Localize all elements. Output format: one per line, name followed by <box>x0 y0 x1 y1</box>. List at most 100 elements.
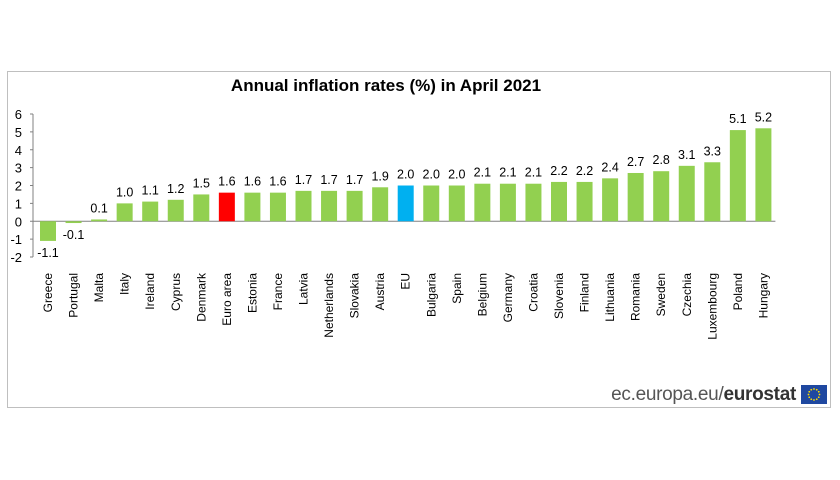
data-label: 1.2 <box>167 182 184 196</box>
flag-star <box>817 396 820 399</box>
bar-portugal <box>65 221 82 224</box>
data-label: 3.1 <box>678 148 695 162</box>
x-tick-label: Croatia <box>526 273 540 312</box>
data-label: 1.9 <box>371 169 388 183</box>
data-label: 2.0 <box>448 168 465 182</box>
flag-star <box>813 388 815 390</box>
flag-star <box>810 388 813 391</box>
flag-star <box>807 393 810 396</box>
data-label: 1.6 <box>269 175 286 189</box>
data-label: 2.1 <box>474 166 491 180</box>
data-label: 2.7 <box>627 155 644 169</box>
data-label: 2.2 <box>576 164 593 178</box>
bar-denmark <box>193 194 210 222</box>
x-tick-label: Portugal <box>67 273 81 318</box>
data-label: 2.8 <box>653 153 670 167</box>
x-tick-label: Belgium <box>475 273 489 316</box>
source-brand: eurostat <box>723 384 796 405</box>
flag-star <box>815 398 818 401</box>
y-tick-label: 0 <box>15 214 22 229</box>
x-tick-label: Sweden <box>654 273 668 316</box>
data-label: 1.1 <box>142 184 159 198</box>
y-tick-label: 3 <box>15 161 22 176</box>
x-tick-label: Slovenia <box>552 273 566 319</box>
x-tick-label: Lithuania <box>603 273 617 322</box>
data-label: 2.1 <box>525 166 542 180</box>
x-tick-label: Luxembourg <box>705 273 719 340</box>
x-tick-label: Denmark <box>194 272 208 322</box>
x-tick-label: Spain <box>450 273 464 304</box>
x-tick-label: Latvia <box>297 273 311 305</box>
data-label: 3.3 <box>704 144 721 158</box>
y-tick-label: 6 <box>15 107 22 122</box>
x-tick-label: EU <box>399 273 413 290</box>
y-tick-label: 2 <box>15 179 22 194</box>
x-tick-label: Netherlands <box>322 273 336 338</box>
flag-star <box>810 398 813 401</box>
bar-estonia <box>244 192 261 222</box>
bar-hungary <box>755 128 772 222</box>
bar-poland <box>729 130 746 222</box>
data-label: 1.6 <box>244 175 261 189</box>
bar-austria <box>372 187 389 222</box>
data-label: 1.6 <box>218 175 235 189</box>
bar-romania <box>627 172 644 222</box>
data-label: 5.2 <box>755 110 772 124</box>
y-tick-label: -1 <box>10 232 22 247</box>
x-tick-label: Malta <box>92 273 106 303</box>
source-domain: ec.europa.eu/ <box>611 384 724 405</box>
bar-eu <box>397 185 414 222</box>
data-label: 0.1 <box>90 201 107 215</box>
flag-star <box>817 390 820 393</box>
bar-netherlands <box>321 190 338 222</box>
bar-malta <box>91 219 108 222</box>
data-label: 1.7 <box>346 173 363 187</box>
x-tick-label: Austria <box>373 273 387 311</box>
y-tick-label: 4 <box>15 143 22 158</box>
data-label: -1.1 <box>37 246 59 260</box>
data-label: 2.0 <box>397 168 414 182</box>
x-tick-label: Ireland <box>143 273 157 310</box>
flag-star <box>818 393 821 396</box>
data-label: 1.7 <box>295 173 312 187</box>
bar-slovenia <box>551 181 567 222</box>
data-label: 2.0 <box>423 168 440 182</box>
data-label: 2.4 <box>601 160 618 174</box>
bar-latvia <box>295 190 312 222</box>
bar-greece <box>40 221 56 241</box>
bar-france <box>269 192 286 222</box>
bar-sweden <box>653 171 670 222</box>
flag-star <box>813 399 815 401</box>
bar-lithuania <box>602 178 619 222</box>
x-tick-label: Euro area <box>220 273 234 326</box>
bar-luxembourg <box>704 162 721 222</box>
bar-germany <box>499 183 516 222</box>
data-label: 1.5 <box>193 176 210 190</box>
bar-czechia <box>678 165 695 222</box>
flag-star <box>808 396 811 399</box>
x-tick-label: Cyprus <box>169 273 183 311</box>
source-credit: ec.europa.eu/eurostat <box>611 384 796 406</box>
flag-star <box>815 388 818 391</box>
bar-ireland <box>142 201 159 222</box>
flag-star <box>808 390 811 393</box>
y-tick-label: 1 <box>15 196 22 211</box>
x-tick-label: France <box>271 273 285 311</box>
x-tick-label: Hungary <box>756 273 770 318</box>
x-tick-label: Czechia <box>680 273 694 317</box>
y-tick-label: -2 <box>10 250 22 265</box>
bar-italy <box>116 203 133 222</box>
x-tick-label: Bulgaria <box>424 273 438 317</box>
bar-cyprus <box>167 199 184 222</box>
x-tick-label: Poland <box>731 273 745 310</box>
data-label: -0.1 <box>63 228 85 242</box>
bar-spain <box>448 185 465 222</box>
bar-belgium <box>474 183 491 222</box>
data-label: 2.1 <box>499 166 516 180</box>
x-tick-label: Romania <box>629 273 643 321</box>
eu-flag-icon <box>801 385 827 404</box>
x-tick-label: Slovakia <box>348 273 362 319</box>
x-tick-label: Estonia <box>245 273 259 313</box>
chart-frame <box>7 71 831 408</box>
